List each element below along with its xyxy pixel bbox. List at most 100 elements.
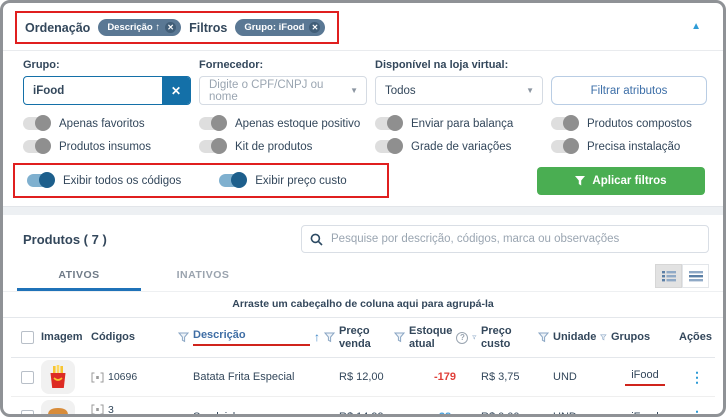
filter-funnel-icon[interactable] [600, 332, 607, 343]
table-row[interactable]: 10696 Batata Frita Especial R$ 12,00 -17… [11, 358, 715, 397]
col-codigos[interactable]: Códigos [91, 331, 193, 344]
toggle-label: Precisa instalação [587, 140, 681, 153]
sort-asc-icon[interactable]: ↑ [314, 329, 320, 344]
row-actions-kebab-icon[interactable]: ⋮ [690, 408, 704, 417]
fornecedor-select[interactable]: Digite o CPF/CNPJ ou nome ▼ [199, 76, 367, 105]
toggle-produtos-insumos[interactable]: Produtos insumos [23, 138, 191, 154]
toggle-on-icon[interactable] [27, 172, 55, 188]
filter-funnel-icon[interactable] [324, 332, 335, 343]
toggle-grade-de-variacoes[interactable]: Grade de variações [375, 138, 543, 154]
chevron-down-icon: ▼ [350, 86, 358, 95]
toggle-apenas-favoritos[interactable]: Apenas favoritos [23, 115, 191, 131]
table-header-row: Imagem Códigos Descrição ↑ Preço venda E… [11, 318, 715, 358]
row-checkbox[interactable] [21, 410, 34, 414]
annotation-box-toggles: Exibir todos os códigos Exibir preço cus… [13, 163, 389, 198]
toggle-off-icon[interactable] [551, 138, 579, 154]
col-estoque-atual[interactable]: Estoque atual ? [409, 325, 481, 350]
grupo: iFood [631, 410, 659, 417]
product-description: Sanduiche [193, 410, 245, 417]
view-plain-list-button[interactable] [682, 264, 709, 288]
sort-filter-bar: Ordenação Descrição ↑ ✕ Filtros Grupo: i… [3, 3, 723, 48]
code-brackets-icon [91, 404, 104, 414]
filter-funnel-icon[interactable] [538, 332, 549, 343]
col-preco-venda[interactable]: Preço venda [339, 325, 409, 350]
toggle-off-icon[interactable] [23, 138, 51, 154]
toggle-apenas-estoque-positivo[interactable]: Apenas estoque positivo [199, 115, 367, 131]
col-imagem: Imagem [41, 331, 83, 344]
toggle-precisa-instalacao[interactable]: Precisa instalação [551, 138, 707, 154]
col-acoes: Ações [679, 331, 713, 344]
preco-venda: R$ 14,99 [339, 410, 384, 417]
loja-label: Disponível na loja virtual: [375, 59, 509, 71]
search-icon [310, 233, 323, 246]
chip-clear-icon[interactable]: ✕ [165, 22, 177, 33]
toggle-label: Produtos insumos [59, 140, 152, 153]
toggle-off-icon[interactable] [375, 115, 403, 131]
highlighted-toggle-row: Exibir todos os códigos Exibir preço cus… [13, 163, 707, 198]
grupo-clear-button[interactable]: ✕ [162, 77, 190, 104]
aplicar-filtros-button[interactable]: Aplicar filtros [537, 166, 705, 195]
col-preco-custo[interactable]: Preço custo [481, 325, 553, 350]
toggle-off-icon[interactable] [199, 115, 227, 131]
tab-inativos[interactable]: INATIVOS [176, 269, 230, 281]
product-search[interactable] [301, 225, 709, 253]
preco-custo: R$ 3,75 [481, 371, 520, 383]
product-image[interactable] [41, 360, 75, 394]
ordenacao-label: Ordenação [25, 20, 91, 35]
products-title: Produtos ( 7 ) [23, 231, 107, 247]
toggle-label: Grade de variações [411, 140, 512, 153]
search-input[interactable] [331, 233, 708, 245]
toggle-exibir-preco-custo[interactable]: Exibir preço custo [219, 172, 347, 188]
fornecedor-label: Fornecedor: [199, 59, 264, 71]
preco-custo: R$ 0,00 [481, 410, 520, 417]
unidade: UND [553, 410, 577, 417]
products-panel: Produtos ( 7 ) ATIVOS INATIVOS [3, 215, 723, 417]
toggle-off-icon[interactable] [23, 115, 51, 131]
toggle-off-icon[interactable] [375, 138, 403, 154]
row-checkbox[interactable] [21, 370, 34, 384]
divider [3, 50, 723, 51]
spacer-label [551, 59, 707, 71]
grupo-input[interactable]: iFood ✕ [23, 76, 191, 105]
products-table: Imagem Códigos Descrição ↑ Preço venda E… [3, 318, 723, 417]
col-unidade[interactable]: Unidade [553, 331, 611, 344]
view-detail-list-button[interactable] [655, 264, 682, 288]
loja-select[interactable]: Todos ▼ [375, 76, 543, 105]
ordenacao-chip-label: Descrição ↑ [107, 21, 161, 33]
filter-funnel-icon[interactable] [472, 332, 477, 343]
filtrar-atributos-button[interactable]: Filtrar atributos [551, 76, 707, 105]
toggle-enviar-para-balanca[interactable]: Enviar para balança [375, 115, 543, 131]
toggle-exibir-todos-os-codigos[interactable]: Exibir todos os códigos [27, 172, 182, 188]
filter-funnel-icon[interactable] [394, 332, 405, 343]
select-all-checkbox[interactable] [21, 331, 34, 344]
col-grupos[interactable]: Grupos [611, 331, 651, 344]
grupo-filter: Grupo: iFood ✕ [23, 59, 191, 105]
help-icon[interactable]: ? [456, 331, 469, 344]
row-actions-kebab-icon[interactable]: ⋮ [690, 368, 704, 385]
ordenacao-chip[interactable]: Descrição ↑ ✕ [98, 19, 182, 36]
toggle-off-icon[interactable] [199, 138, 227, 154]
chevron-up-icon[interactable]: ▲ [691, 21, 701, 32]
fornecedor-placeholder: Digite o CPF/CNPJ ou nome [209, 78, 324, 103]
tabs-row: ATIVOS INATIVOS [3, 259, 723, 291]
toggle-grid: Apenas favoritos Apenas estoque positivo… [23, 115, 707, 154]
toggle-label: Exibir todos os códigos [63, 174, 182, 187]
toggle-kit-de-produtos[interactable]: Kit de produtos [199, 138, 367, 154]
toggle-on-icon[interactable] [219, 172, 248, 188]
loja-value: Todos [385, 84, 416, 97]
code-brackets-icon [91, 372, 104, 382]
product-image[interactable] [41, 399, 75, 414]
product-description: Batata Frita Especial [193, 371, 295, 383]
filter-funnel-icon[interactable] [178, 332, 189, 343]
filtros-chip[interactable]: Grupo: iFood ✕ [235, 19, 326, 36]
toggle-label: Enviar para balança [411, 117, 514, 130]
col-descricao[interactable]: Descrição ↑ [193, 329, 339, 347]
product-code: 3 [91, 404, 182, 414]
toggle-produtos-compostos[interactable]: Produtos compostos [551, 115, 707, 131]
filtros-chip-label: Grupo: iFood [244, 21, 305, 33]
tab-ativos[interactable]: ATIVOS [17, 261, 141, 291]
group-by-bar[interactable]: Arraste um cabeçalho de coluna aqui para… [3, 291, 723, 318]
chip-clear-icon[interactable]: ✕ [309, 22, 321, 33]
table-row[interactable]: 3 7899838834054 Sandu [11, 397, 715, 417]
toggle-off-icon[interactable] [551, 115, 579, 131]
